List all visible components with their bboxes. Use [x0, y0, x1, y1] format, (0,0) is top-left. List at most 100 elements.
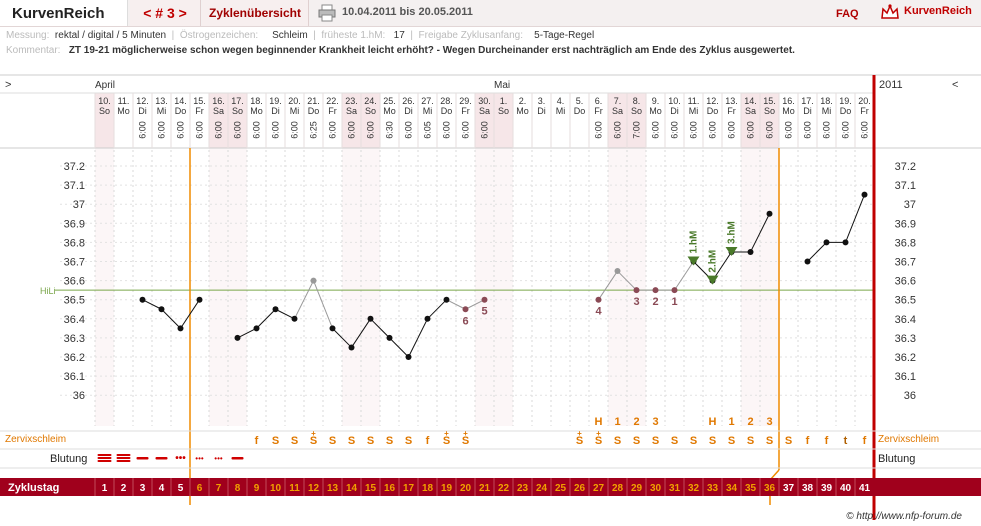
y-tick-left: 36.5 — [64, 295, 85, 307]
cycle-day-number: 30 — [650, 483, 662, 494]
date-label: 1. — [500, 96, 508, 106]
lower-count-label: 2 — [652, 296, 658, 308]
higher-measurement-label: 3.hM — [727, 221, 738, 244]
time-label: 6:25 — [309, 121, 319, 139]
temperature-point — [766, 210, 773, 217]
cervix-plus-mark: + — [463, 429, 468, 438]
app-title[interactable]: KurvenReich — [0, 0, 128, 26]
temperature-point — [595, 296, 602, 303]
weekend-shade — [342, 93, 361, 148]
date-label: 6. — [595, 96, 603, 106]
temperature-point — [861, 191, 868, 198]
y-tick-right: 37.1 — [895, 180, 916, 192]
y-tick-right: 37.2 — [895, 161, 916, 173]
cycle-navigation[interactable]: < # 3 > — [130, 0, 201, 26]
lower-count-label: 5 — [481, 306, 487, 318]
time-label: 6:00 — [727, 121, 737, 139]
cycle-day-number: 11 — [289, 483, 300, 494]
temperature-segment — [446, 299, 466, 310]
y-tick-right: 36.8 — [895, 237, 916, 249]
month-label: April — [95, 80, 115, 91]
faq-link[interactable]: FAQ — [836, 8, 859, 20]
temperature-point — [842, 239, 849, 246]
time-label: 6:00 — [347, 121, 357, 139]
logo-text: KurvenReich — [904, 5, 972, 17]
lower-count-label: 3 — [633, 296, 639, 308]
weekend-chart-shade — [209, 148, 228, 426]
weekday-label: So — [232, 106, 243, 116]
cycle-day-number: 34 — [726, 483, 738, 494]
cycle-overview-link[interactable]: Zyklenübersicht — [202, 0, 309, 26]
temperature-point — [348, 344, 355, 351]
weekday-label: Do — [308, 106, 320, 116]
date-label: 28. — [440, 96, 453, 106]
date-label: 27. — [421, 96, 434, 106]
bleeding-heavy-mark — [97, 457, 112, 459]
weekday-label: Mi — [157, 106, 167, 116]
time-label: 6:00 — [461, 121, 471, 139]
peak-count-label: H — [709, 416, 717, 428]
date-label: 24. — [364, 96, 377, 106]
temperature-segment — [142, 299, 162, 310]
higher-measurement-marker — [687, 256, 700, 266]
temperature-point — [652, 287, 659, 294]
cervix-value: S — [633, 435, 640, 447]
time-label: 6:00 — [404, 121, 414, 139]
time-label: 6:00 — [765, 121, 775, 139]
higher-measurement-label: 2.hM — [708, 250, 719, 273]
temperature-point — [614, 268, 621, 275]
cervix-value: S — [310, 435, 317, 447]
weekend-chart-shade — [361, 148, 380, 426]
weekday-label: Mi — [423, 106, 433, 116]
date-label: 19. — [839, 96, 852, 106]
weekend-chart-shade — [475, 148, 494, 426]
prev-arrow: > — [5, 79, 11, 91]
printer-icon[interactable] — [318, 4, 336, 22]
cervix-value: S — [405, 435, 412, 447]
time-label: 6:00 — [613, 121, 623, 139]
weekend-chart-shade — [494, 148, 513, 426]
y-tick-left: 36.6 — [64, 276, 85, 288]
y-tick-right: 36.4 — [895, 314, 916, 326]
date-label: 12. — [706, 96, 719, 106]
cycle-day-bar — [0, 478, 981, 496]
time-label: 6:00 — [328, 121, 338, 139]
y-tick-left: 36.4 — [64, 314, 85, 326]
date-label: 11. — [118, 96, 130, 106]
weekday-label: Sa — [745, 106, 756, 116]
weekend-shade — [741, 93, 760, 148]
time-label: 6:00 — [841, 121, 851, 139]
date-label: 18. — [250, 96, 263, 106]
lower-count-label: 1 — [671, 296, 677, 308]
temperature-point — [671, 287, 678, 294]
time-label: 6:05 — [423, 121, 433, 139]
cycle-day-number: 1 — [102, 483, 108, 494]
cervix-value: S — [272, 435, 279, 447]
date-label: 20. — [288, 96, 301, 106]
weekday-label: Di — [271, 106, 280, 116]
date-range: 10.04.2011 bis 20.05.2011 — [342, 6, 473, 18]
temperature-point — [310, 277, 317, 284]
cycle-day-number: 6 — [197, 483, 203, 494]
cervix-value: S — [671, 435, 678, 447]
temperature-segment — [598, 270, 618, 300]
temperature-segment — [617, 270, 637, 291]
cycle-day-number: 38 — [802, 483, 814, 494]
weekend-shade — [95, 93, 114, 148]
y-tick-left: 36.2 — [64, 352, 85, 364]
y-tick-left: 36.3 — [64, 333, 85, 345]
temperature-point — [329, 325, 336, 332]
weekday-label: Sa — [612, 106, 623, 116]
temperature-point — [158, 306, 165, 313]
temperature-point — [386, 334, 393, 341]
cervix-value: t — [844, 435, 848, 447]
weekday-label: Fr — [727, 106, 736, 116]
weekday-label: Sa — [213, 106, 224, 116]
bleeding-medium-mark — [136, 457, 149, 460]
time-label: 6:00 — [252, 121, 262, 139]
cervix-value: S — [709, 435, 716, 447]
y-tick-right: 36.3 — [895, 333, 916, 345]
cervix-value: S — [443, 435, 450, 447]
y-tick-right: 36.7 — [895, 257, 916, 269]
cycle-day-number: 29 — [631, 483, 643, 494]
